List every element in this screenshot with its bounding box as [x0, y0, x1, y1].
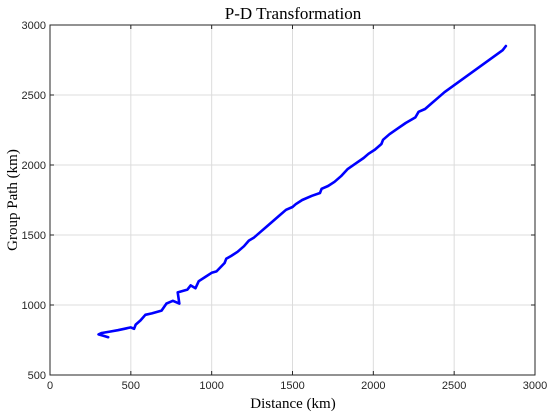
x-tick-label-4: 2000 — [361, 380, 385, 392]
x-tick-label-3: 1500 — [280, 380, 304, 392]
grid-lines — [50, 25, 535, 375]
tick-labels: 0 500 1000 1500 2000 2500 30005001000150020002… — [22, 20, 548, 392]
axes — [49, 24, 536, 376]
y-tick-label-1: 1000 — [22, 300, 46, 312]
y-tick-label-4: 2500 — [22, 90, 46, 102]
x-tick-label-0: 0 — [47, 380, 53, 392]
plot-area — [97, 44, 508, 339]
y-tick-label-3: 2000 — [22, 160, 46, 172]
x-tick-label-2: 1000 — [199, 380, 223, 392]
y-tick-label-2: 1500 — [22, 230, 46, 242]
x-tick-label-6: 3000 — [523, 380, 547, 392]
chart-title: P-D Transformation — [225, 4, 362, 23]
y-tick-label-5: 3000 — [22, 20, 46, 32]
series-line-0 — [97, 44, 508, 339]
x-tick-label-5: 2500 — [442, 380, 466, 392]
y-tick-label-0: 500 — [28, 370, 46, 382]
x-tick-label-1: 500 — [122, 380, 140, 392]
y-axis-title: Group Path (km) — [5, 149, 21, 251]
x-axis-title: Distance (km) — [250, 396, 335, 412]
